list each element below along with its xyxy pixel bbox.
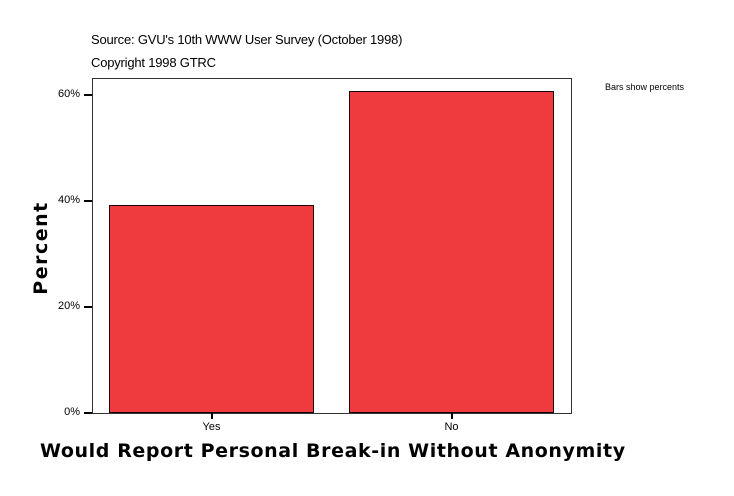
chart-note: Bars show percents xyxy=(605,82,685,92)
x-tick-label: Yes xyxy=(202,421,221,433)
x-axis-title: Would Report Personal Break-in Without A… xyxy=(40,440,626,462)
y-tick xyxy=(84,412,92,414)
x-tick-label: No xyxy=(444,421,459,433)
y-tick-label: 20% xyxy=(57,300,80,312)
y-tick xyxy=(84,94,92,96)
y-tick-label: 40% xyxy=(57,194,80,206)
y-tick-label: 0% xyxy=(64,406,80,418)
x-tick xyxy=(450,413,453,419)
y-tick xyxy=(84,200,92,202)
source-text: Source: GVU's 10th WWW User Survey (Octo… xyxy=(91,32,403,47)
copyright-text: Copyright 1998 GTRC xyxy=(91,55,216,70)
plot-area xyxy=(92,78,572,414)
y-tick-label: 60% xyxy=(57,88,80,100)
x-tick xyxy=(210,413,213,419)
bar-yes xyxy=(109,205,314,413)
bar-no xyxy=(349,91,554,413)
y-tick xyxy=(84,306,92,308)
y-axis-title: Percent xyxy=(30,201,52,295)
